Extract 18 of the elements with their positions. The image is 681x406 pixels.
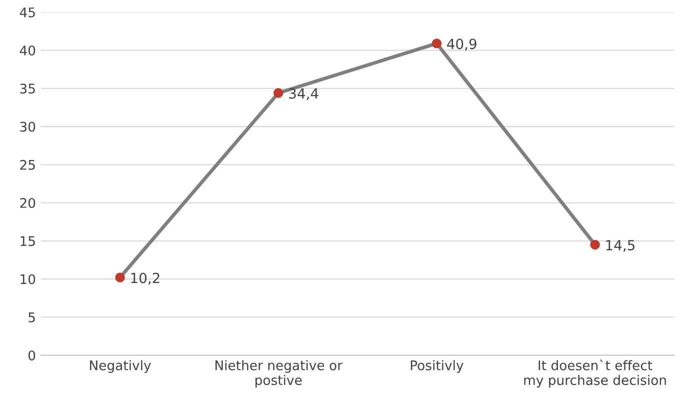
y-tick-label: 15 [20, 236, 35, 246]
y-tick-label: 20 [20, 198, 36, 208]
x-tick-label: Positivly [410, 360, 464, 373]
y-tick-label: 25 [20, 160, 35, 170]
y-tick-label: 10 [20, 274, 36, 284]
data-label: 40,9 [447, 38, 476, 51]
x-tick-label: Niether negative or postive [215, 360, 343, 388]
data-label: 34,4 [289, 88, 318, 100]
x-tick-label: It doesen`t effect my purchase decision [524, 360, 666, 388]
data-label: 14,5 [606, 240, 634, 252]
y-tick-label: 45 [20, 8, 35, 18]
y-tick-label: 5 [28, 312, 35, 322]
y-tick-label: 35 [20, 84, 35, 94]
data-label: 10,2 [131, 272, 160, 285]
y-tick-label: 0 [28, 350, 36, 360]
y-tick-label: 40 [20, 46, 36, 56]
y-tick-label: 30 [20, 122, 36, 132]
x-tick-label: Negativly [90, 360, 151, 373]
